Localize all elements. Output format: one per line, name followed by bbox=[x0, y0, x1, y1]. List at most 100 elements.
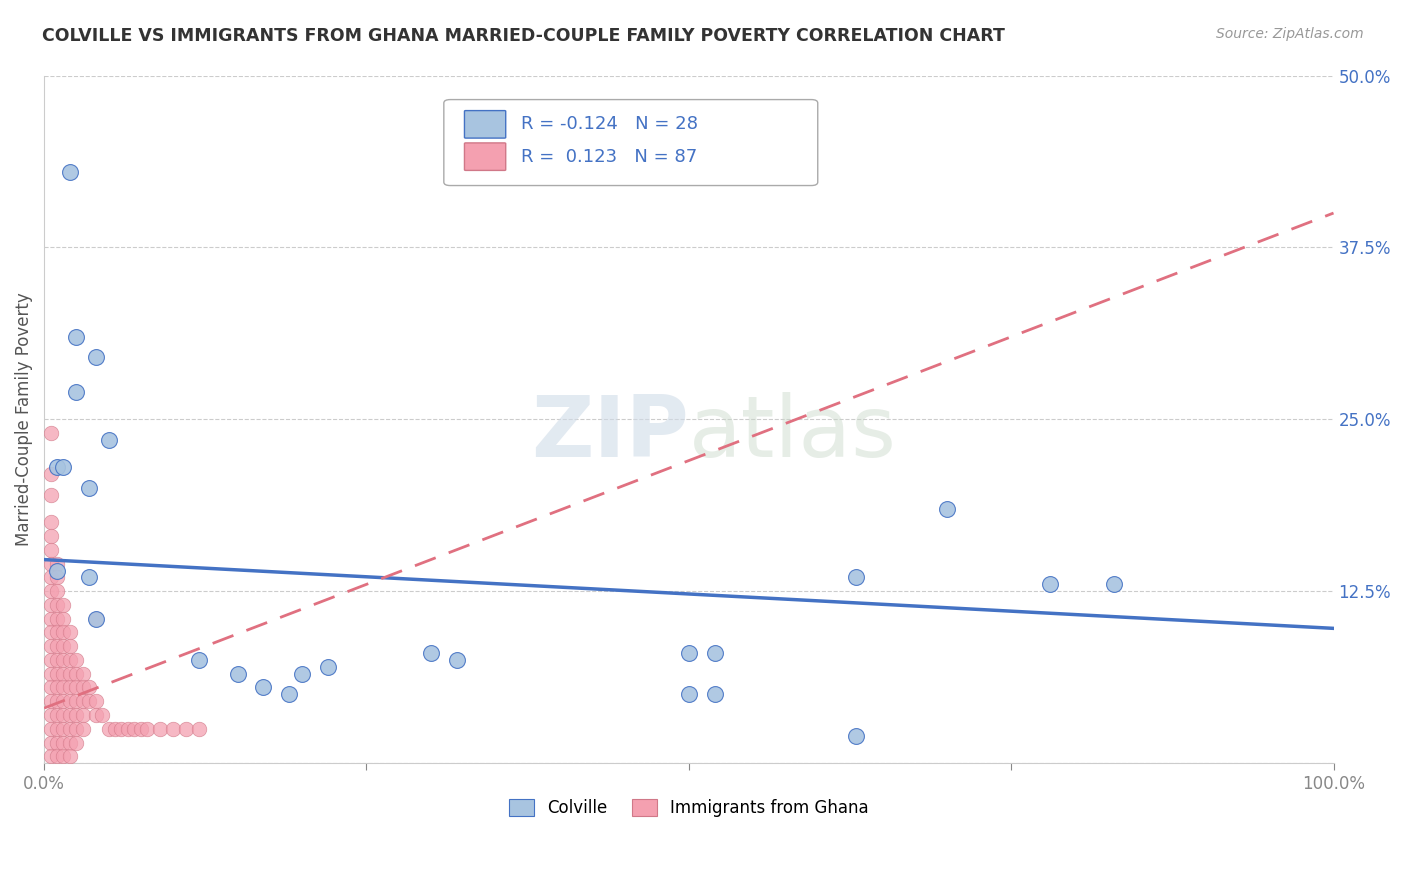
Point bbox=[117, 722, 139, 736]
Point bbox=[84, 694, 107, 708]
Point bbox=[39, 708, 62, 723]
Point bbox=[39, 666, 62, 681]
Point bbox=[935, 501, 957, 516]
Point bbox=[65, 722, 87, 736]
Point bbox=[46, 735, 69, 749]
Point bbox=[446, 653, 468, 667]
Point bbox=[39, 735, 62, 749]
Text: atlas: atlas bbox=[689, 392, 897, 475]
Point bbox=[252, 681, 274, 695]
Point bbox=[59, 708, 82, 723]
Point bbox=[46, 639, 69, 653]
Point bbox=[59, 681, 82, 695]
FancyBboxPatch shape bbox=[464, 111, 506, 138]
Point bbox=[77, 570, 100, 584]
Point bbox=[110, 722, 132, 736]
FancyBboxPatch shape bbox=[444, 100, 818, 186]
Point bbox=[59, 666, 82, 681]
Point bbox=[46, 653, 69, 667]
Point bbox=[65, 708, 87, 723]
Point bbox=[187, 722, 209, 736]
Point bbox=[77, 481, 100, 495]
Point bbox=[72, 708, 94, 723]
Text: R =  0.123   N = 87: R = 0.123 N = 87 bbox=[522, 148, 697, 166]
Point bbox=[91, 708, 114, 723]
Point bbox=[46, 557, 69, 571]
Point bbox=[39, 467, 62, 482]
Point bbox=[39, 426, 62, 441]
Point bbox=[52, 653, 75, 667]
Point bbox=[52, 598, 75, 612]
Point bbox=[678, 646, 700, 660]
Text: ZIP: ZIP bbox=[531, 392, 689, 475]
Point bbox=[59, 749, 82, 764]
Legend: Colville, Immigrants from Ghana: Colville, Immigrants from Ghana bbox=[502, 792, 876, 823]
Point bbox=[52, 681, 75, 695]
Point bbox=[65, 666, 87, 681]
Point bbox=[39, 557, 62, 571]
Point bbox=[845, 729, 868, 743]
Point bbox=[52, 722, 75, 736]
Point bbox=[226, 666, 249, 681]
Point bbox=[124, 722, 146, 736]
Point bbox=[39, 681, 62, 695]
Point bbox=[65, 735, 87, 749]
Point bbox=[59, 165, 82, 179]
Point bbox=[65, 384, 87, 399]
Point bbox=[59, 639, 82, 653]
Point bbox=[46, 584, 69, 599]
Point bbox=[97, 433, 120, 447]
Point bbox=[1104, 577, 1126, 591]
Point bbox=[84, 351, 107, 365]
Point bbox=[52, 735, 75, 749]
Text: R = -0.124   N = 28: R = -0.124 N = 28 bbox=[522, 115, 699, 133]
Point bbox=[46, 612, 69, 626]
Point bbox=[316, 660, 339, 674]
Point bbox=[84, 612, 107, 626]
Point bbox=[72, 666, 94, 681]
Point bbox=[845, 570, 868, 584]
Point bbox=[97, 722, 120, 736]
Point bbox=[59, 653, 82, 667]
Point bbox=[1039, 577, 1062, 591]
Point bbox=[52, 666, 75, 681]
Point bbox=[278, 687, 301, 701]
Point bbox=[52, 625, 75, 640]
Point bbox=[84, 612, 107, 626]
Point bbox=[59, 625, 82, 640]
Text: Source: ZipAtlas.com: Source: ZipAtlas.com bbox=[1216, 27, 1364, 41]
Point bbox=[52, 694, 75, 708]
Point bbox=[39, 653, 62, 667]
Text: COLVILLE VS IMMIGRANTS FROM GHANA MARRIED-COUPLE FAMILY POVERTY CORRELATION CHAR: COLVILLE VS IMMIGRANTS FROM GHANA MARRIE… bbox=[42, 27, 1005, 45]
Point bbox=[39, 612, 62, 626]
Point bbox=[46, 694, 69, 708]
FancyBboxPatch shape bbox=[464, 143, 506, 170]
Point bbox=[46, 625, 69, 640]
Point bbox=[162, 722, 184, 736]
Point bbox=[46, 666, 69, 681]
Point bbox=[39, 570, 62, 584]
Point bbox=[72, 681, 94, 695]
Point bbox=[72, 722, 94, 736]
Point bbox=[187, 653, 209, 667]
Point bbox=[703, 687, 725, 701]
Point bbox=[65, 653, 87, 667]
Point bbox=[419, 646, 441, 660]
Point bbox=[77, 681, 100, 695]
Point bbox=[46, 564, 69, 578]
Point bbox=[136, 722, 159, 736]
Point bbox=[149, 722, 172, 736]
Point bbox=[39, 529, 62, 543]
Point bbox=[84, 708, 107, 723]
Point bbox=[104, 722, 127, 736]
Point bbox=[703, 646, 725, 660]
Point bbox=[39, 598, 62, 612]
Point bbox=[39, 749, 62, 764]
Point bbox=[52, 708, 75, 723]
Point bbox=[72, 694, 94, 708]
Point bbox=[46, 598, 69, 612]
Point bbox=[39, 584, 62, 599]
Point bbox=[65, 694, 87, 708]
Point bbox=[77, 694, 100, 708]
Point bbox=[46, 708, 69, 723]
